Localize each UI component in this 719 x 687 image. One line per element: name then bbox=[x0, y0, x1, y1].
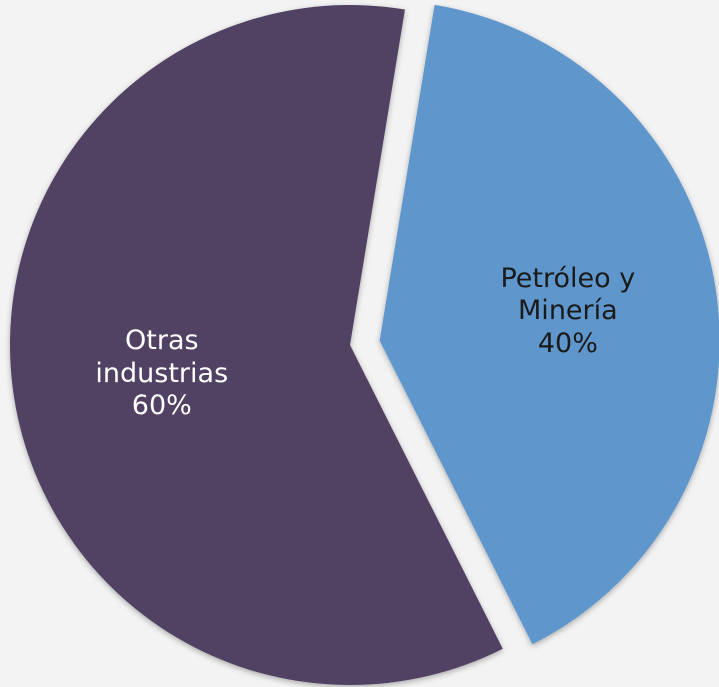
category-name: Otras industrias bbox=[95, 325, 229, 389]
slice-label-text: Petróleo y Minería 40% bbox=[493, 227, 643, 397]
slice-label-text: Otras industrias 60% bbox=[87, 289, 237, 459]
value-label: 40% bbox=[537, 327, 598, 359]
category-name: Petróleo y Minería bbox=[500, 263, 636, 327]
slice-label: Petróleo y Minería 40% bbox=[493, 227, 643, 397]
pie: Petróleo y Minería 40% Otras industrias 6… bbox=[10, 4, 719, 686]
pie-slice bbox=[379, 4, 719, 645]
pie-slice bbox=[10, 5, 503, 686]
slice-label: Otras industrias 60% bbox=[87, 289, 237, 459]
label-content: Petróleo y Minería 40% bbox=[493, 263, 643, 360]
label-content: Otras industrias 60% bbox=[87, 325, 237, 422]
value-label: 60% bbox=[131, 389, 192, 421]
